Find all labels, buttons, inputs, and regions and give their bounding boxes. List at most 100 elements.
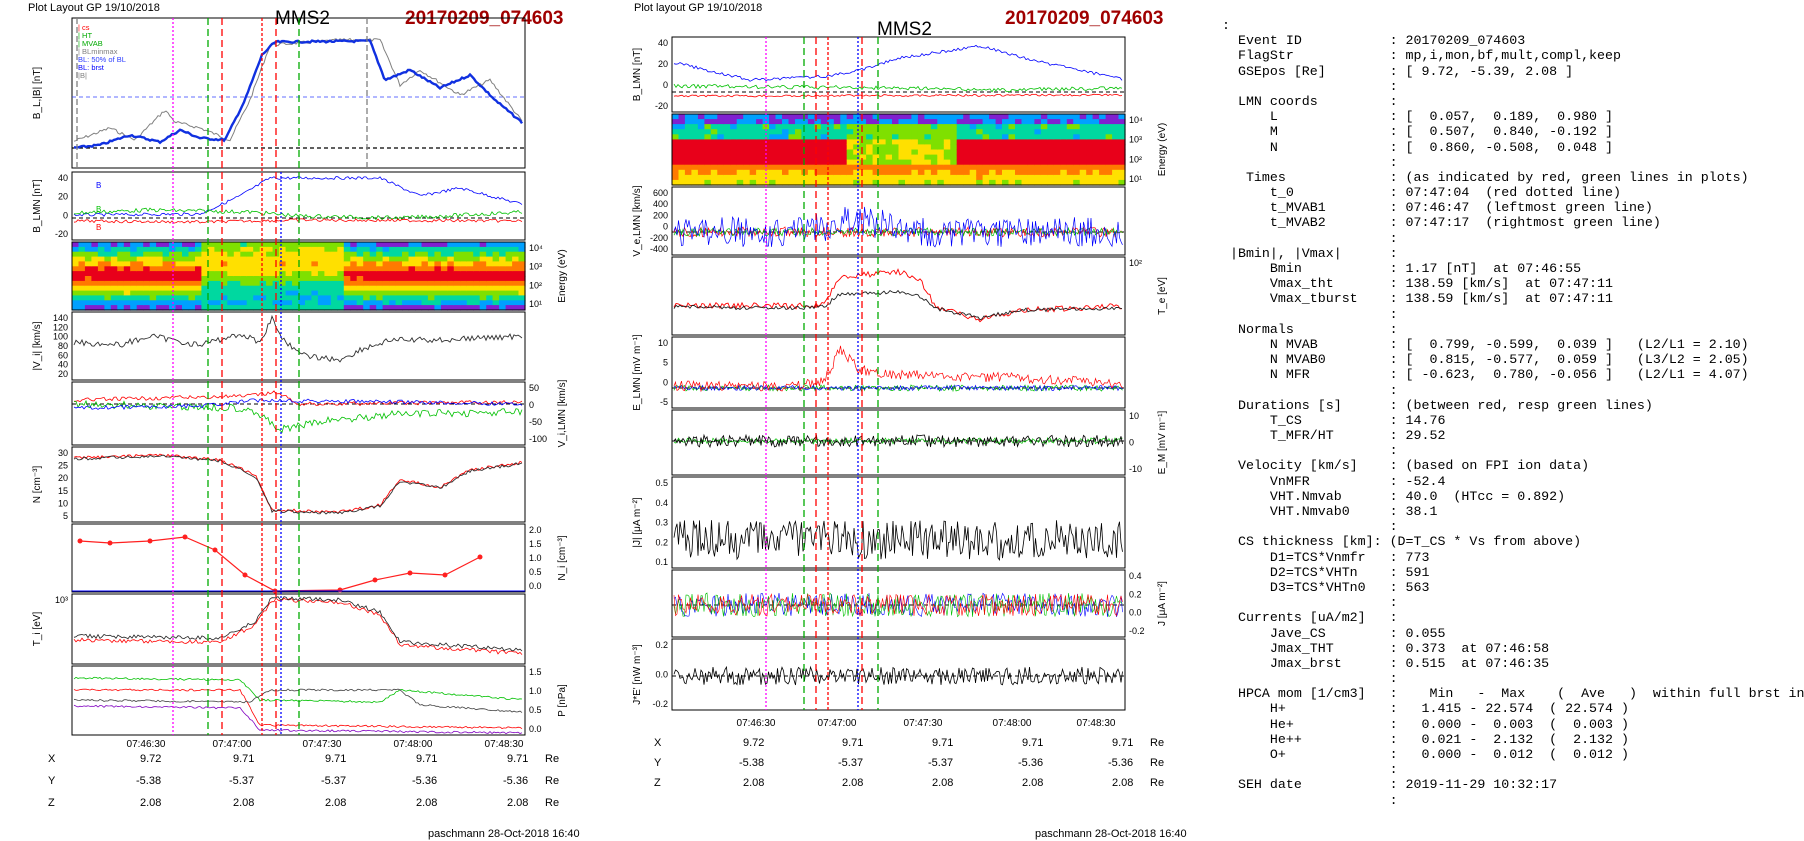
spectrogram-cell <box>950 114 958 120</box>
spectrogram-cell <box>684 164 692 171</box>
spectrogram-cell <box>717 174 725 181</box>
spectrogram-cell <box>775 139 783 146</box>
spectrogram-cell <box>684 179 692 186</box>
spectrogram-cell <box>188 285 196 292</box>
spectrogram-cell <box>421 251 429 258</box>
spectrogram-cell <box>1092 119 1100 125</box>
spectrogram-cell <box>976 134 984 140</box>
spectrogram-cell <box>691 129 699 135</box>
spectrogram-cell <box>110 285 118 292</box>
spectrogram-cell <box>937 114 945 120</box>
spectrogram-cell <box>853 159 861 166</box>
spectrogram-cell <box>943 144 951 151</box>
spectrogram-cell <box>512 242 520 248</box>
spectrogram-cell <box>473 285 481 292</box>
spectrogram-cell <box>143 290 151 297</box>
spectrogram-cell <box>911 119 919 125</box>
spectrogram-cell <box>486 256 494 263</box>
spectrogram-cell <box>447 280 455 287</box>
spectrogram-cell <box>788 119 796 125</box>
spectrogram-cell <box>840 169 848 176</box>
spectrogram-cell <box>337 266 345 272</box>
spectrogram-cell <box>1060 154 1068 161</box>
spectrogram-cell <box>976 124 984 130</box>
info-line: : <box>1222 78 1398 94</box>
spectrogram-cell <box>136 290 144 297</box>
spectrogram-cell <box>1040 144 1048 151</box>
spectrogram-cell <box>453 242 461 248</box>
spectrogram-cell <box>956 154 964 161</box>
spectrogram-cell <box>188 251 196 258</box>
spectrogram-cell <box>717 144 725 151</box>
spectrogram-cell <box>989 114 997 120</box>
spectrogram-cell <box>72 261 80 267</box>
spectrogram-cell <box>917 154 925 161</box>
spectrogram-cell <box>1099 119 1107 125</box>
spectrogram-cell <box>91 271 99 277</box>
spectrogram-cell <box>123 305 131 311</box>
spectrogram-cell <box>162 285 170 292</box>
spectrogram-cell <box>1034 174 1042 181</box>
legend-item: BL: brst <box>78 63 105 72</box>
spectrogram-cell <box>298 266 306 272</box>
spectrogram-cell <box>97 305 105 311</box>
spectrogram-cell <box>305 246 313 253</box>
spectrogram-cell <box>207 256 215 263</box>
spectrogram-cell <box>78 261 86 267</box>
spectrogram-cell <box>97 276 105 282</box>
spectrogram-cell <box>389 271 397 277</box>
panel-ylabel: N_i [cm⁻³] <box>557 535 568 581</box>
spectrogram-cell <box>859 134 867 140</box>
spectrogram-cell <box>1008 139 1016 146</box>
spectrogram-cell <box>788 124 796 130</box>
spectrogram-cell <box>233 242 241 248</box>
spectrogram-cell <box>782 124 790 130</box>
y-tick-label: 400 <box>653 199 668 209</box>
spectrogram-cell <box>905 159 913 166</box>
spectrogram-cell <box>1079 169 1087 176</box>
spectrogram-cell <box>253 305 261 311</box>
spectrogram-cell <box>982 164 990 171</box>
spectrogram-cell <box>1066 154 1074 161</box>
spectrogram-cell <box>1086 164 1094 171</box>
spectrogram-cell <box>1060 174 1068 181</box>
spectrogram-cell <box>220 261 228 267</box>
spectrogram-cell <box>195 251 203 258</box>
spectrogram-cell <box>492 261 500 267</box>
spectrogram-cell <box>240 246 248 253</box>
spectrogram-cell <box>846 129 854 135</box>
spectrogram-cell <box>1073 139 1081 146</box>
spectrogram-cell <box>840 179 848 186</box>
spectrogram-cell <box>717 129 725 135</box>
spectrogram-cell <box>240 242 248 248</box>
panel-ylabel: J [μA m⁻²] <box>1157 581 1168 626</box>
spectrogram-cell <box>486 290 494 297</box>
info-line: CS thickness [km]: (D=T_CS * Vs from abo… <box>1222 534 1582 550</box>
y-tick-label: 25 <box>58 461 68 471</box>
spectrogram-cell <box>311 271 319 277</box>
spectrogram-cell <box>214 305 222 311</box>
spectrogram-cell <box>820 159 828 166</box>
spectrogram-cell <box>892 124 900 130</box>
spectrogram-cell <box>905 119 913 125</box>
spectrogram-cell <box>201 305 209 311</box>
spectrogram-cell <box>898 149 906 156</box>
spectrogram-cell <box>201 256 209 263</box>
spectrogram-cell <box>305 290 313 297</box>
spectrogram-cell <box>447 246 455 253</box>
spectrogram-cell <box>175 305 183 311</box>
spectrogram-cell <box>859 179 867 186</box>
spectrogram-cell <box>976 159 984 166</box>
info-line: GSEpos [Re] : [ 9.72, -5.39, 2.08 ] <box>1222 63 1574 79</box>
spectrogram-cell <box>1099 154 1107 161</box>
spectrogram-cell <box>402 266 410 272</box>
spectrogram-cell <box>479 276 487 282</box>
spectrogram-cell <box>169 266 177 272</box>
spectrogram-cell <box>1034 179 1042 186</box>
spectrogram-cell <box>499 242 507 248</box>
spectrogram-cell <box>853 174 861 181</box>
spectrogram-cell <box>130 266 138 272</box>
spectrogram-cell <box>117 261 125 267</box>
spectrogram-cell <box>369 305 377 311</box>
spectrogram-cell <box>518 300 526 306</box>
